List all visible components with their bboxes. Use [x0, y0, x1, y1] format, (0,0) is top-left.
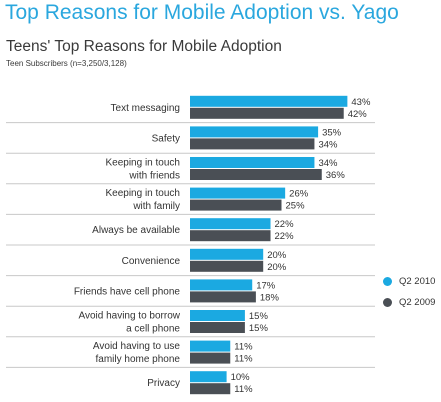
data-label: 20%: [267, 250, 287, 261]
data-label: 35%: [322, 127, 342, 138]
data-label: 22%: [275, 231, 295, 242]
data-label: 11%: [234, 342, 253, 353]
data-label: 11%: [234, 384, 253, 395]
bar-q2-2009: [190, 138, 315, 150]
data-label: 43%: [351, 97, 371, 108]
legend: Q2 2010 Q2 2009: [383, 271, 435, 313]
data-label: 20%: [267, 262, 287, 273]
category-label: Keeping in touch with friends: [105, 158, 180, 182]
bar-q2-2009: [190, 260, 264, 272]
legend-swatch-q2-2010: [383, 277, 392, 286]
bar-q2-2010: [190, 248, 264, 260]
bar-q2-2010: [190, 371, 227, 383]
bar-q2-2009: [190, 230, 271, 242]
data-label: 18%: [260, 292, 280, 303]
category-label: Avoid having to use family home phone: [93, 341, 181, 365]
data-label: 11%: [234, 354, 253, 365]
bar-q2-2010: [190, 310, 245, 321]
chart-subtitle: Teens' Top Reasons for Mobile Adoption: [6, 38, 282, 55]
category-label: Avoid having to borrow a cell phone: [78, 311, 180, 335]
data-label: 42%: [348, 109, 368, 120]
bar-q2-2009: [190, 322, 245, 333]
category-label: Safety: [152, 133, 180, 144]
legend-swatch-q2-2009: [383, 298, 392, 307]
bar-q2-2010: [190, 95, 348, 107]
bar-q2-2010: [190, 157, 315, 168]
bar-q2-2010: [190, 279, 253, 291]
category-label: Text messaging: [111, 103, 180, 114]
bar-q2-2009: [190, 169, 322, 180]
bar-q2-2009: [190, 383, 231, 395]
bar-q2-2010: [190, 218, 271, 230]
data-label: 17%: [256, 280, 276, 291]
bar-q2-2010: [190, 340, 231, 352]
legend-item-q2-2010: Q2 2010: [383, 271, 435, 292]
data-label: 25%: [286, 201, 306, 212]
data-label: 34%: [318, 158, 338, 169]
bar-q2-2009: [190, 199, 282, 211]
chart-title: Top Reasons for Mobile Adoption vs. Yago: [5, 1, 399, 24]
data-label: 15%: [249, 311, 269, 322]
sample-note: Teen Subscribers (n=3,250/3,128): [6, 59, 127, 68]
legend-label-q2-2009: Q2 2009: [399, 297, 436, 308]
legend-label-q2-2010: Q2 2010: [399, 276, 436, 287]
data-label: 26%: [289, 189, 309, 200]
bar-q2-2010: [190, 126, 319, 138]
data-label: 34%: [318, 139, 338, 150]
category-label: Always be available: [92, 225, 180, 236]
legend-item-q2-2009: Q2 2009: [383, 292, 435, 313]
category-label: Convenience: [122, 256, 181, 267]
category-label: Privacy: [147, 378, 180, 389]
category-label: Keeping in touch with family: [105, 188, 180, 212]
data-label: 22%: [275, 219, 295, 230]
data-label: 15%: [249, 323, 269, 334]
bar-q2-2009: [190, 107, 344, 119]
bar-q2-2010: [190, 187, 286, 199]
data-label: 36%: [326, 170, 346, 181]
category-label: Friends have cell phone: [74, 286, 181, 297]
data-label: 10%: [231, 372, 251, 383]
bar-q2-2009: [190, 352, 231, 364]
bar-q2-2009: [190, 291, 256, 303]
